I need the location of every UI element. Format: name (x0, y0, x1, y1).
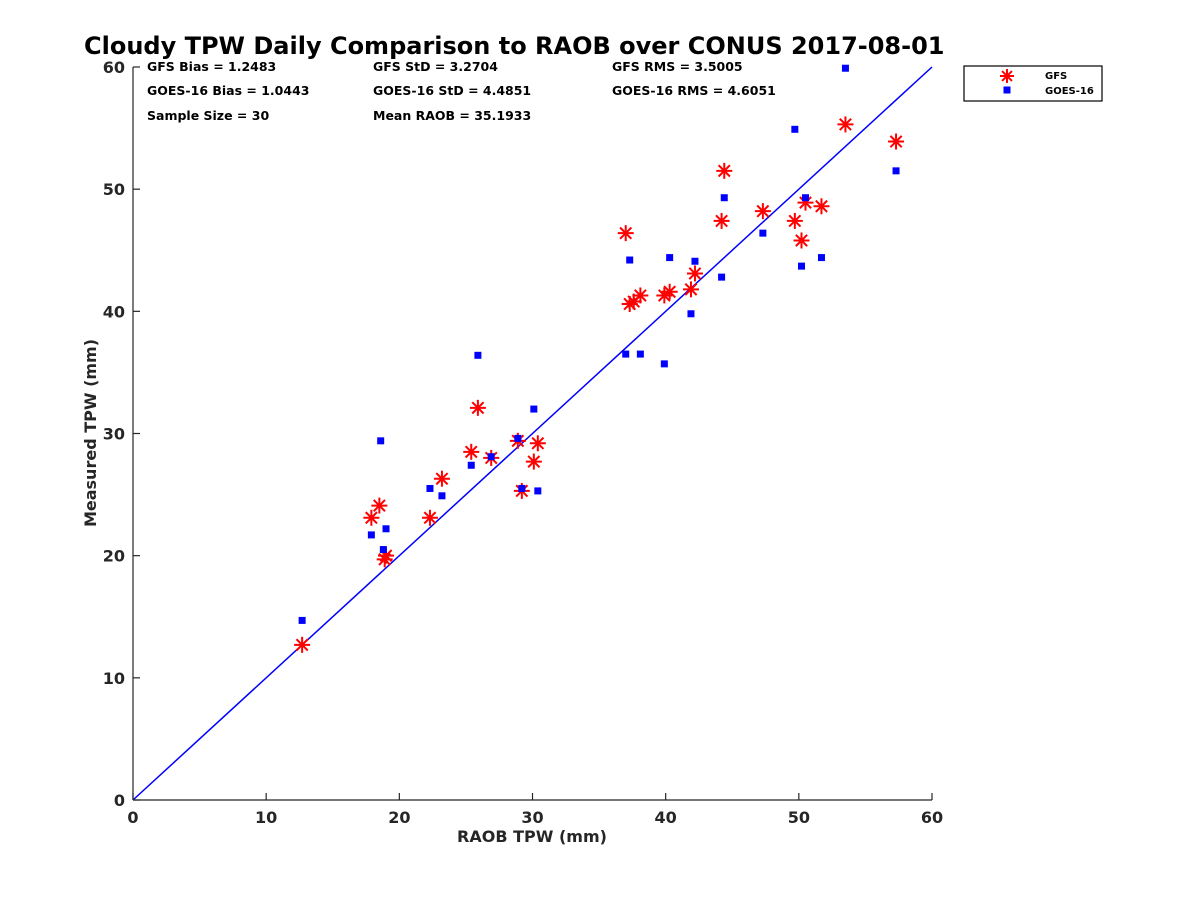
statistics-annotations: GFS Bias = 1.2483 GFS StD = 3.2704 GFS RMS… (147, 59, 776, 123)
goes16-point (801, 194, 809, 202)
stat-annotation: GOES-16 Bias = 1.0443 (147, 83, 309, 98)
y-tick-label: 10 (103, 669, 125, 688)
stat-annotation: GFS RMS = 3.5005 (612, 59, 743, 74)
x-tick-label: 50 (788, 808, 810, 827)
y-axis-label: Measured TPW (mm) (81, 339, 100, 527)
stat-annotation: GFS StD = 3.2704 (373, 59, 498, 74)
goes16-point (514, 434, 522, 442)
goes16-point (487, 453, 495, 461)
gfs-point (363, 509, 380, 526)
gfs-point (661, 283, 678, 300)
goes16-point (791, 125, 799, 133)
gfs-point (716, 162, 733, 179)
goes16-point (841, 64, 849, 72)
legend: GFS GOES-16 (963, 65, 1103, 102)
gfs-point (813, 198, 830, 215)
x-axis-label: RAOB TPW (mm) (457, 827, 607, 846)
goes16-point (626, 256, 634, 264)
goes16-point (720, 194, 728, 202)
axes: 0 10 20 30 40 50 60 0 10 20 30 40 50 60 (103, 58, 943, 827)
gfs-point (525, 453, 542, 470)
x-tick-label: 0 (127, 808, 138, 827)
stat-annotation: GFS Bias = 1.2483 (147, 59, 276, 74)
goes16-point (660, 360, 668, 368)
goes16-point (759, 229, 767, 237)
gfs-point (888, 133, 905, 150)
goes16-point (666, 254, 674, 262)
y-tick-label: 20 (103, 547, 125, 566)
chart-title: Cloudy TPW Daily Comparison to RAOB over… (84, 32, 944, 60)
legend-gfs-asterisk (1000, 69, 1014, 83)
gfs-point (786, 212, 803, 229)
legend-goes16-label: GOES-16 (1045, 86, 1094, 97)
goes16-point (438, 492, 446, 500)
x-tick-label: 10 (255, 808, 277, 827)
legend-goes16-square (1003, 86, 1011, 94)
goes16-point (367, 531, 375, 539)
goes16-point (518, 484, 526, 492)
goes16-point (298, 616, 306, 624)
legend-gfs-asterisk-icon (1000, 69, 1014, 83)
y-tick-label: 60 (103, 58, 125, 77)
y-tick-label: 50 (103, 180, 125, 199)
x-tick-label: 20 (388, 808, 410, 827)
stat-annotation: Sample Size = 30 (147, 108, 269, 123)
gfs-point (797, 194, 814, 211)
gfs-point (469, 399, 486, 416)
reference-line-group (132, 66, 933, 801)
one-to-one-line (132, 66, 933, 801)
goes16-point (687, 310, 695, 318)
stat-annotation: GOES-16 StD = 4.4851 (373, 83, 531, 98)
legend-gfs-label: GFS (1045, 71, 1067, 82)
goes16-point (377, 437, 385, 445)
goes16-point (622, 350, 630, 358)
gfs-point (632, 287, 649, 304)
gfs-point (433, 470, 450, 487)
gfs-point (617, 225, 634, 242)
gfs-point (421, 509, 438, 526)
x-tick-label: 30 (521, 808, 543, 827)
goes16-point (379, 546, 387, 554)
stat-annotation: GOES-16 RMS = 4.6051 (612, 83, 776, 98)
gfs-point (754, 203, 771, 220)
y-tick-label: 40 (103, 302, 125, 321)
plot-area (132, 64, 933, 801)
gfs-point (371, 497, 388, 514)
gfs-point (793, 232, 810, 249)
goes16-point (817, 254, 825, 262)
legend-goes16-square-icon (1003, 86, 1011, 94)
y-tick-label: 0 (114, 791, 125, 810)
gfs-point (713, 212, 730, 229)
x-tick-label: 60 (921, 808, 943, 827)
y-ticks: 0 10 20 30 40 50 60 (103, 58, 140, 810)
goes16-point (382, 525, 390, 533)
goes16-point (691, 257, 699, 265)
gfs-point (682, 281, 699, 298)
goes16-point (636, 350, 644, 358)
goes16-point (467, 461, 475, 469)
goes16-point (426, 484, 434, 492)
goes16-point (530, 405, 538, 413)
goes16-series (298, 64, 900, 624)
y-tick-label: 30 (103, 425, 125, 444)
goes16-point (892, 167, 900, 175)
x-ticks: 0 10 20 30 40 50 60 (127, 793, 943, 827)
gfs-point (686, 265, 703, 282)
legend-box (963, 65, 1103, 102)
goes16-point (718, 273, 726, 281)
gfs-series (294, 116, 905, 653)
stat-annotation: Mean RAOB = 35.1933 (373, 108, 531, 123)
gfs-point (463, 443, 480, 460)
goes16-point (534, 487, 542, 495)
goes16-point (474, 351, 482, 359)
x-tick-label: 40 (655, 808, 677, 827)
goes16-point (797, 262, 805, 270)
gfs-point (837, 116, 854, 133)
gfs-point (529, 435, 546, 452)
gfs-point (294, 636, 311, 653)
